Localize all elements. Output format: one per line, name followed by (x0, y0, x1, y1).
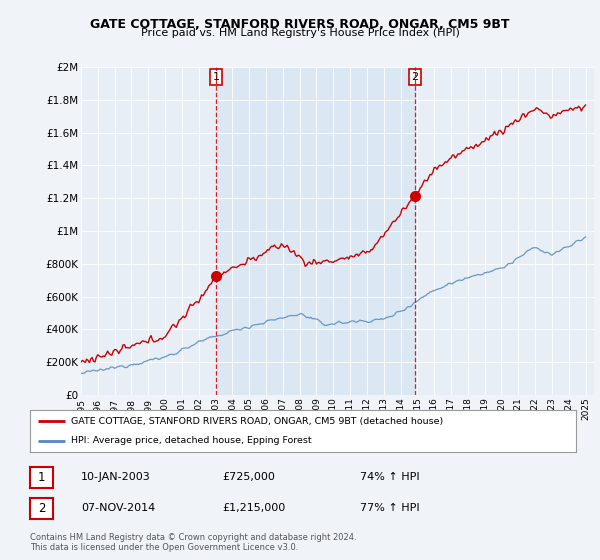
Text: Price paid vs. HM Land Registry's House Price Index (HPI): Price paid vs. HM Land Registry's House … (140, 28, 460, 38)
Text: 07-NOV-2014: 07-NOV-2014 (81, 503, 155, 513)
Text: GATE COTTAGE, STANFORD RIVERS ROAD, ONGAR, CM5 9BT: GATE COTTAGE, STANFORD RIVERS ROAD, ONGA… (90, 18, 510, 31)
Text: 74% ↑ HPI: 74% ↑ HPI (360, 472, 419, 482)
Text: 1: 1 (212, 72, 220, 82)
Text: GATE COTTAGE, STANFORD RIVERS ROAD, ONGAR, CM5 9BT (detached house): GATE COTTAGE, STANFORD RIVERS ROAD, ONGA… (71, 417, 443, 426)
Text: 2: 2 (38, 502, 45, 515)
Bar (216, 67, 415, 395)
Text: 2: 2 (412, 72, 418, 82)
Text: £1,215,000: £1,215,000 (222, 503, 285, 513)
Text: 77% ↑ HPI: 77% ↑ HPI (360, 503, 419, 513)
Text: £725,000: £725,000 (222, 472, 275, 482)
Text: 10-JAN-2003: 10-JAN-2003 (81, 472, 151, 482)
Text: 1: 1 (38, 471, 45, 484)
Text: This data is licensed under the Open Government Licence v3.0.: This data is licensed under the Open Gov… (30, 543, 298, 552)
Text: Contains HM Land Registry data © Crown copyright and database right 2024.: Contains HM Land Registry data © Crown c… (30, 533, 356, 542)
Text: HPI: Average price, detached house, Epping Forest: HPI: Average price, detached house, Eppi… (71, 436, 311, 446)
